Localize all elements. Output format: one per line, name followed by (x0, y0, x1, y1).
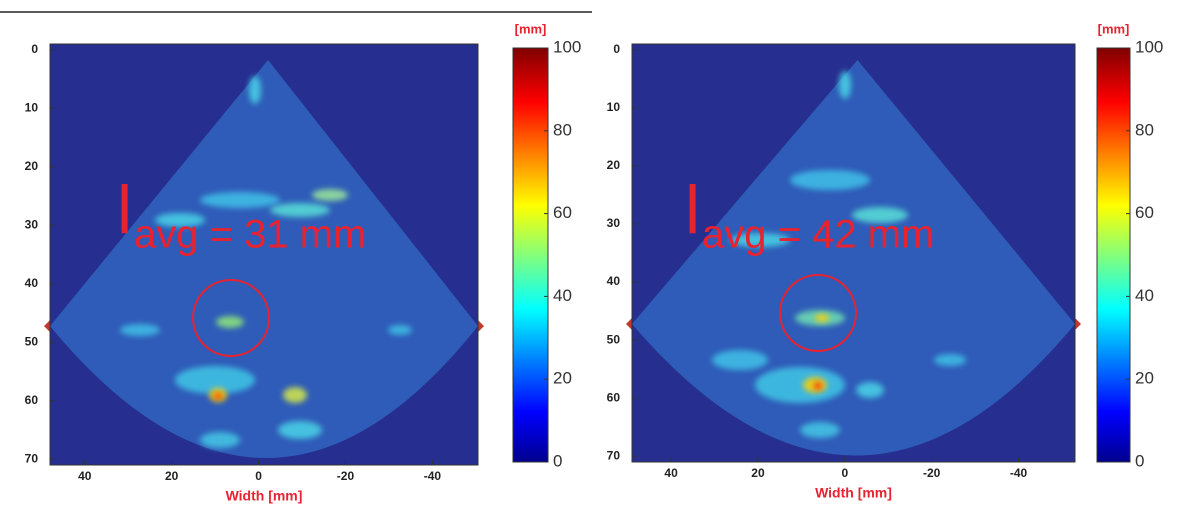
y-tick-label: 30 (25, 217, 39, 231)
speckle (712, 350, 768, 370)
x-tick-label: 20 (751, 466, 765, 480)
annotation-symbol: l (117, 172, 132, 248)
speckle (839, 71, 851, 99)
x-tick-label: 40 (78, 469, 92, 483)
colorbar-tick-label: 40 (553, 286, 572, 305)
speckle (388, 325, 412, 335)
x-tick-label: 40 (664, 466, 678, 480)
colorbar-label: [mm] (1098, 21, 1130, 36)
y-tick-label: 50 (607, 332, 621, 346)
panel: 0 10 20 30 40 50 60 70 40 20 0 -20 -40 Width [mm] l avg… (607, 21, 1164, 500)
panel: 0 10 20 30 40 50 60 70 40 20 0 -20 -40 Width [mm] l avg… (25, 21, 582, 503)
edge-marker (478, 320, 484, 333)
speckle (283, 387, 307, 403)
speckle (270, 203, 330, 217)
colorbar-tick-label: 20 (553, 369, 572, 388)
y-tick-label: 50 (25, 334, 39, 348)
y-tick-label: 0 (613, 42, 620, 56)
y-tick-label: 0 (31, 42, 38, 56)
speckle (214, 393, 222, 399)
colorbar-tick-label: 0 (1135, 451, 1144, 470)
speckle (814, 382, 822, 390)
speckle (800, 422, 840, 438)
speckle (815, 314, 829, 322)
edge-marker (44, 320, 50, 333)
speckle (155, 213, 205, 227)
x-tick-label: -20 (923, 466, 941, 480)
speckle (790, 170, 870, 190)
y-tick-label: 60 (607, 390, 621, 404)
colorbar (1096, 47, 1131, 463)
speckle (120, 324, 160, 336)
y-tick-label: 40 (607, 274, 621, 288)
colorbar (512, 47, 549, 463)
y-tick-label: 70 (607, 448, 621, 462)
speckle (200, 432, 240, 448)
speckle (856, 382, 884, 398)
speckle (249, 76, 261, 104)
speckle (216, 316, 244, 328)
colorbar-tick-label: 60 (553, 203, 572, 222)
scan-sector (50, 60, 478, 459)
colorbar-label: [mm] (515, 21, 547, 36)
x-tick-label: 0 (841, 466, 848, 480)
y-tick-label: 30 (607, 216, 621, 230)
colorbar-tick-label: 40 (1135, 286, 1154, 305)
annotation-text: avg = 31 mm (134, 213, 366, 257)
y-tick-label: 10 (607, 100, 621, 114)
speckle (175, 366, 255, 394)
y-tick-label: 20 (25, 159, 39, 173)
annotation-symbol: l (685, 172, 700, 248)
x-axis-label: Width [mm] (226, 488, 303, 504)
edge-marker (1075, 318, 1081, 331)
colorbar-tick-label: 100 (553, 37, 581, 56)
speckle (200, 192, 280, 208)
plot-frame (49, 43, 479, 466)
roi-circle (192, 279, 270, 357)
speckle (278, 421, 322, 439)
colorbar-tick-label: 100 (1135, 37, 1163, 56)
y-tick-label: 60 (25, 393, 39, 407)
colorbar-tick-label: 0 (553, 451, 562, 470)
speckle (730, 233, 790, 247)
y-tick-label: 10 (25, 100, 39, 114)
roi-circle (779, 274, 857, 352)
y-tick-label: 40 (25, 276, 39, 290)
y-tick-label: 70 (25, 451, 39, 465)
x-tick-label: 0 (255, 469, 262, 483)
colorbar-tick-label: 60 (1135, 203, 1154, 222)
x-tick-label: -40 (1010, 466, 1028, 480)
edge-marker (626, 318, 632, 331)
x-tick-label: -40 (424, 469, 442, 483)
speckle (934, 354, 966, 366)
speckle (852, 207, 908, 223)
speckle (312, 189, 348, 201)
colorbar-tick-label: 20 (1135, 369, 1154, 388)
colorbar-tick-label: 80 (1135, 120, 1154, 139)
speckle (755, 367, 845, 403)
y-tick-label: 20 (607, 158, 621, 172)
plot-frame (631, 43, 1076, 463)
x-tick-label: -20 (337, 469, 355, 483)
colorbar-tick-label: 80 (553, 120, 572, 139)
x-axis-label: Width [mm] (815, 485, 892, 501)
x-tick-label: 20 (165, 469, 179, 483)
annotation-text: avg = 42 mm (702, 213, 934, 257)
